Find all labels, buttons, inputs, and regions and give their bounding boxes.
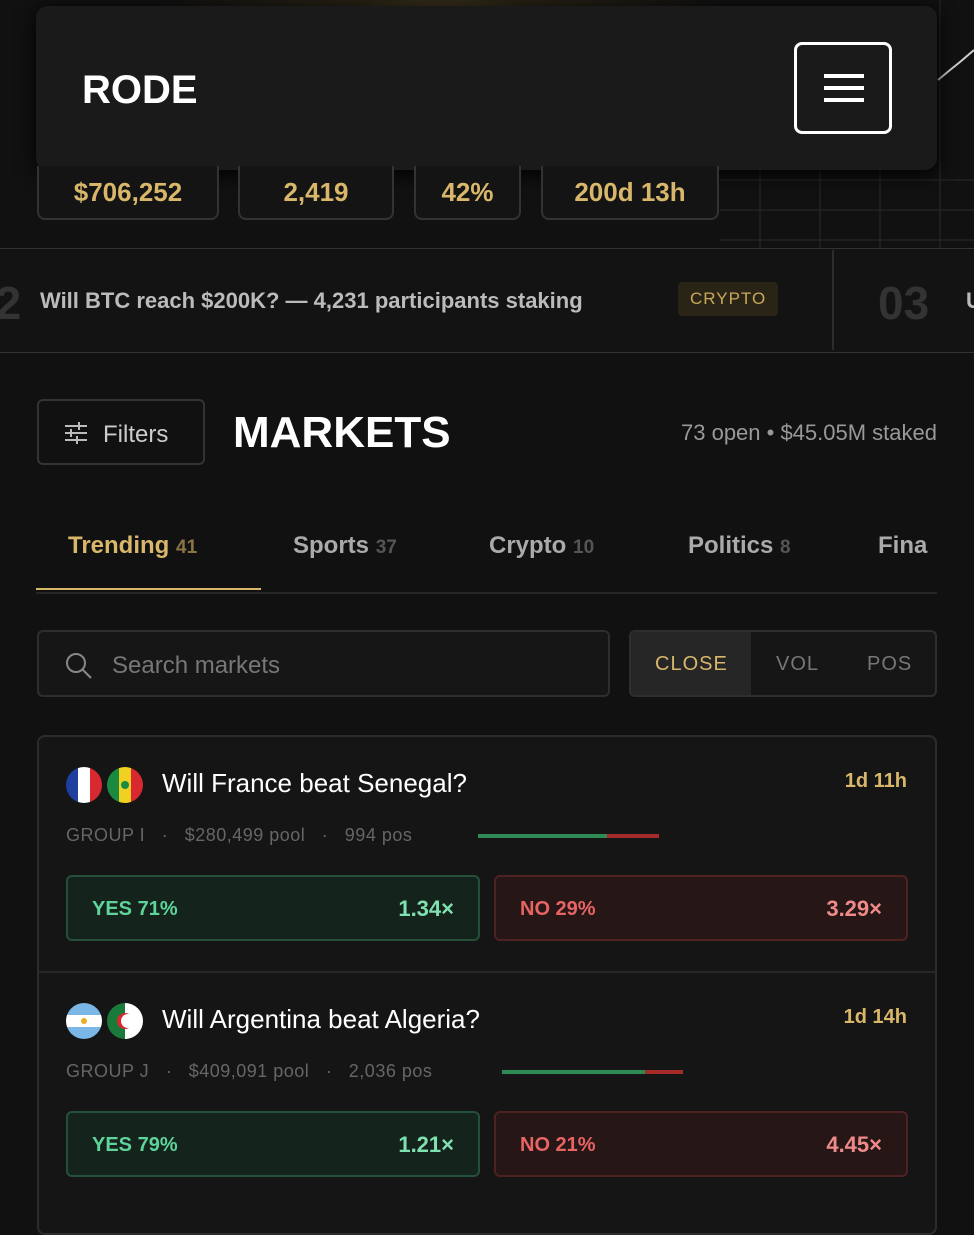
sort-option[interactable]: POS	[867, 653, 913, 675]
ticker-text[interactable]: Will BTC reach $200K? — 4,231 participan…	[40, 288, 583, 313]
filters-button[interactable]: Filters	[37, 399, 205, 465]
market-time: 1d 14h	[843, 1006, 907, 1028]
filters-icon	[65, 422, 87, 444]
odds-bar	[502, 1070, 683, 1074]
ticker-number: 02	[0, 277, 22, 329]
search-box[interactable]: Search markets	[37, 630, 610, 697]
tab-label: Trending	[68, 532, 170, 559]
stat: $706,252	[37, 166, 219, 220]
flag	[107, 1003, 143, 1044]
search-icon	[66, 653, 92, 679]
tab-count: 41	[176, 537, 198, 558]
tab-label: Fina	[878, 532, 928, 559]
brand[interactable]: RODE	[82, 68, 198, 112]
tab-label: Crypto	[489, 532, 567, 559]
tab-underline	[36, 588, 261, 590]
market-positions: 2,036 pos	[348, 1061, 433, 1081]
no-odds: 4.45×	[826, 1132, 882, 1157]
tab[interactable]: Trending 41	[68, 532, 197, 560]
stat: 200d 13h	[541, 166, 719, 220]
card-divider	[39, 971, 935, 973]
flag	[66, 767, 102, 808]
market-group: GROUP J	[66, 1061, 150, 1081]
sort-option[interactable]: CLOSE	[655, 653, 728, 675]
yes-label: YES 79%	[92, 1134, 178, 1156]
market-question[interactable]: Will France beat Senegal?	[162, 768, 467, 798]
no-label: NO 21%	[520, 1134, 596, 1156]
stat: 42%	[414, 166, 521, 220]
tab-count: 37	[375, 537, 397, 558]
market-pool: $409,091 pool	[188, 1061, 310, 1081]
ticker-number: 03	[878, 277, 930, 329]
sort-option[interactable]: VOL	[776, 653, 820, 675]
odds-bar-yes	[478, 834, 607, 838]
tab[interactable]: Fina	[878, 532, 927, 560]
tab[interactable]: Crypto 10	[489, 532, 594, 560]
market-meta: GROUP I · $280,499 pool · 994 pos	[66, 825, 413, 845]
market-time: 1d 11h	[844, 770, 907, 792]
no-button[interactable]: NO 29% 3.29×	[494, 875, 908, 941]
odds-bar	[478, 834, 659, 838]
odds-bar-yes	[502, 1070, 645, 1074]
market-question[interactable]: Will Argentina beat Algeria?	[162, 1004, 480, 1034]
yes-odds: 1.21×	[398, 1132, 454, 1157]
tab-count: 8	[780, 537, 791, 558]
filters-label: Filters	[103, 421, 169, 448]
tab-label: Sports	[293, 532, 370, 559]
ticker-divider	[832, 250, 834, 350]
market-pool: $280,499 pool	[184, 825, 306, 845]
ticker-text[interactable]: U	[966, 288, 974, 313]
yes-button[interactable]: YES 71% 1.34×	[66, 875, 480, 941]
flag	[107, 767, 143, 808]
no-button[interactable]: NO 21% 4.45×	[494, 1111, 908, 1177]
menu-button[interactable]	[794, 42, 892, 134]
tabs: Trending 41 Sports 37 Crypto 10 Politics…	[36, 520, 937, 594]
tab-count: 10	[573, 537, 595, 558]
no-label: NO 29%	[520, 898, 596, 920]
no-odds: 3.29×	[826, 896, 882, 921]
market-meta: GROUP J · $409,091 pool · 2,036 pos	[66, 1061, 433, 1081]
yes-odds: 1.34×	[398, 896, 454, 921]
section-title: MARKETS	[233, 408, 451, 457]
navbar: RODE	[36, 6, 937, 170]
yes-label: YES 71%	[92, 898, 178, 920]
market-group: GROUP I	[66, 825, 146, 845]
hero-chart	[720, 0, 974, 248]
market-positions: 994 pos	[344, 825, 413, 845]
sort-active-bg	[631, 632, 751, 695]
search-placeholder: Search markets	[112, 652, 281, 679]
tab-label: Politics	[688, 532, 774, 559]
yes-button[interactable]: YES 79% 1.21×	[66, 1111, 480, 1177]
ticker: 02 Will BTC reach $200K? — 4,231 partici…	[0, 250, 974, 353]
sort-toggle: CLOSE VOL POS	[629, 630, 937, 697]
ticker-tag: CRYPTO	[678, 282, 779, 316]
tab[interactable]: Politics 8	[688, 532, 791, 560]
flag	[66, 1003, 102, 1044]
tab[interactable]: Sports 37	[293, 532, 397, 560]
stat: 2,419	[238, 166, 394, 220]
section-summary: 73 open • $45.05M staked	[681, 420, 937, 445]
